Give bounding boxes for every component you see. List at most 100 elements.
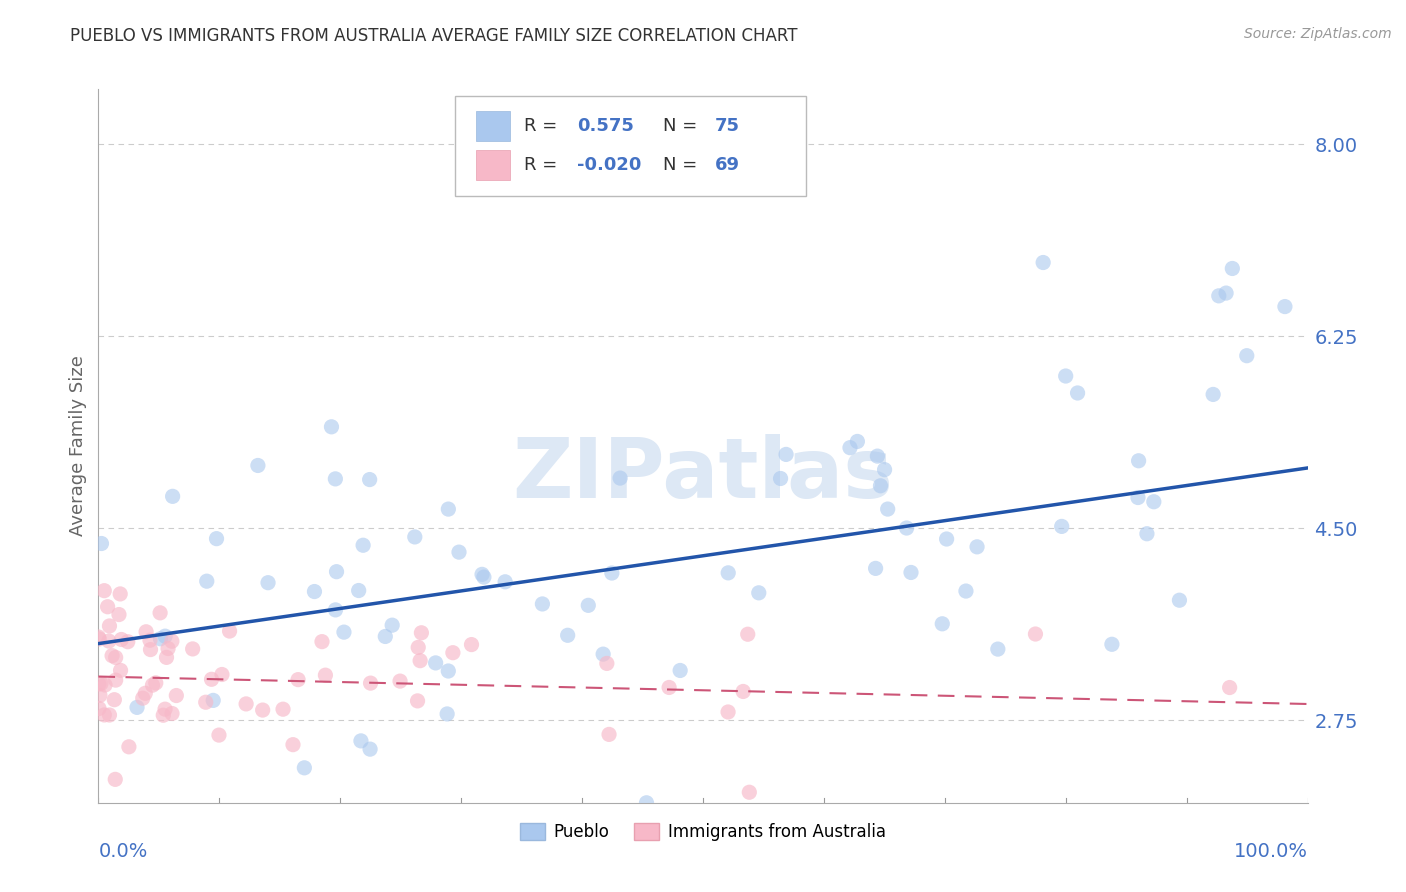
Point [87,677,110,691]
Point [87,630,110,644]
Text: R =: R = [524,156,562,174]
Point [931,616,953,631]
Point [658,681,681,695]
Point [359,742,381,756]
Point [104,673,127,687]
Point [669,664,692,678]
Text: -0.020: -0.020 [578,156,641,174]
Point [869,479,891,493]
Point [1236,349,1258,363]
Text: 75: 75 [716,118,740,136]
Point [1050,519,1073,533]
Point [132,691,155,706]
Point [717,705,740,719]
Point [97,634,120,648]
Point [325,472,347,486]
Point [576,599,599,613]
Point [900,566,922,580]
Point [117,634,139,648]
Point [321,419,343,434]
Point [153,629,176,643]
Point [636,796,658,810]
Text: 100.0%: 100.0% [1233,842,1308,861]
Point [471,567,494,582]
Point [1126,491,1149,505]
Point [98,619,121,633]
Point [89,632,111,646]
Point [101,648,124,663]
Point [733,684,755,698]
Point [775,447,797,461]
Text: 69: 69 [716,156,740,174]
Text: ZIPatlas: ZIPatlas [513,434,893,515]
Point [1168,593,1191,607]
Point [1143,494,1166,508]
Point [118,739,141,754]
Point [411,625,433,640]
Point [195,574,218,589]
Point [200,673,222,687]
Point [311,634,333,648]
Point [205,532,228,546]
Point [360,676,382,690]
Point [94,678,117,692]
Point [406,640,429,655]
Point [165,689,187,703]
Point [246,458,269,473]
Point [333,625,356,640]
Point [389,674,412,689]
Point [194,695,217,709]
Point [90,536,112,550]
Text: 0.0%: 0.0% [98,842,148,861]
Point [460,638,482,652]
Point [211,667,233,681]
Point [557,628,579,642]
Point [876,502,898,516]
Text: PUEBLO VS IMMIGRANTS FROM AUSTRALIA AVERAGE FAMILY SIZE CORRELATION CHART: PUEBLO VS IMMIGRANTS FROM AUSTRALIA AVER… [70,27,797,45]
Point [139,642,162,657]
Point [152,708,174,723]
Point [865,561,887,575]
Point [89,689,111,703]
Point [748,586,770,600]
Point [110,632,132,647]
Point [472,570,495,584]
Point [873,463,896,477]
Point [218,624,240,638]
Point [896,521,918,535]
Point [846,434,869,449]
Text: N =: N = [664,118,703,136]
Point [181,641,204,656]
Point [404,530,426,544]
Point [441,646,464,660]
Point [609,471,631,485]
Point [935,532,957,546]
Point [325,603,347,617]
FancyBboxPatch shape [475,112,509,141]
Point [87,701,110,715]
Point [155,650,177,665]
Point [839,441,862,455]
Point [437,664,460,678]
Point [406,694,429,708]
Point [208,728,231,742]
Point [1220,261,1243,276]
Text: 0.575: 0.575 [578,118,634,136]
Point [436,706,458,721]
Point [98,708,121,723]
Point [149,632,172,646]
Point [93,583,115,598]
Point [108,587,131,601]
Point [104,772,127,787]
Point [737,627,759,641]
Point [437,502,460,516]
Legend: Pueblo, Immigrants from Australia: Pueblo, Immigrants from Australia [513,816,893,848]
FancyBboxPatch shape [475,150,509,180]
Point [1274,300,1296,314]
Point [97,599,120,614]
Point [1219,681,1241,695]
Point [717,566,740,580]
Point [157,641,180,656]
Point [252,703,274,717]
Point [292,761,315,775]
